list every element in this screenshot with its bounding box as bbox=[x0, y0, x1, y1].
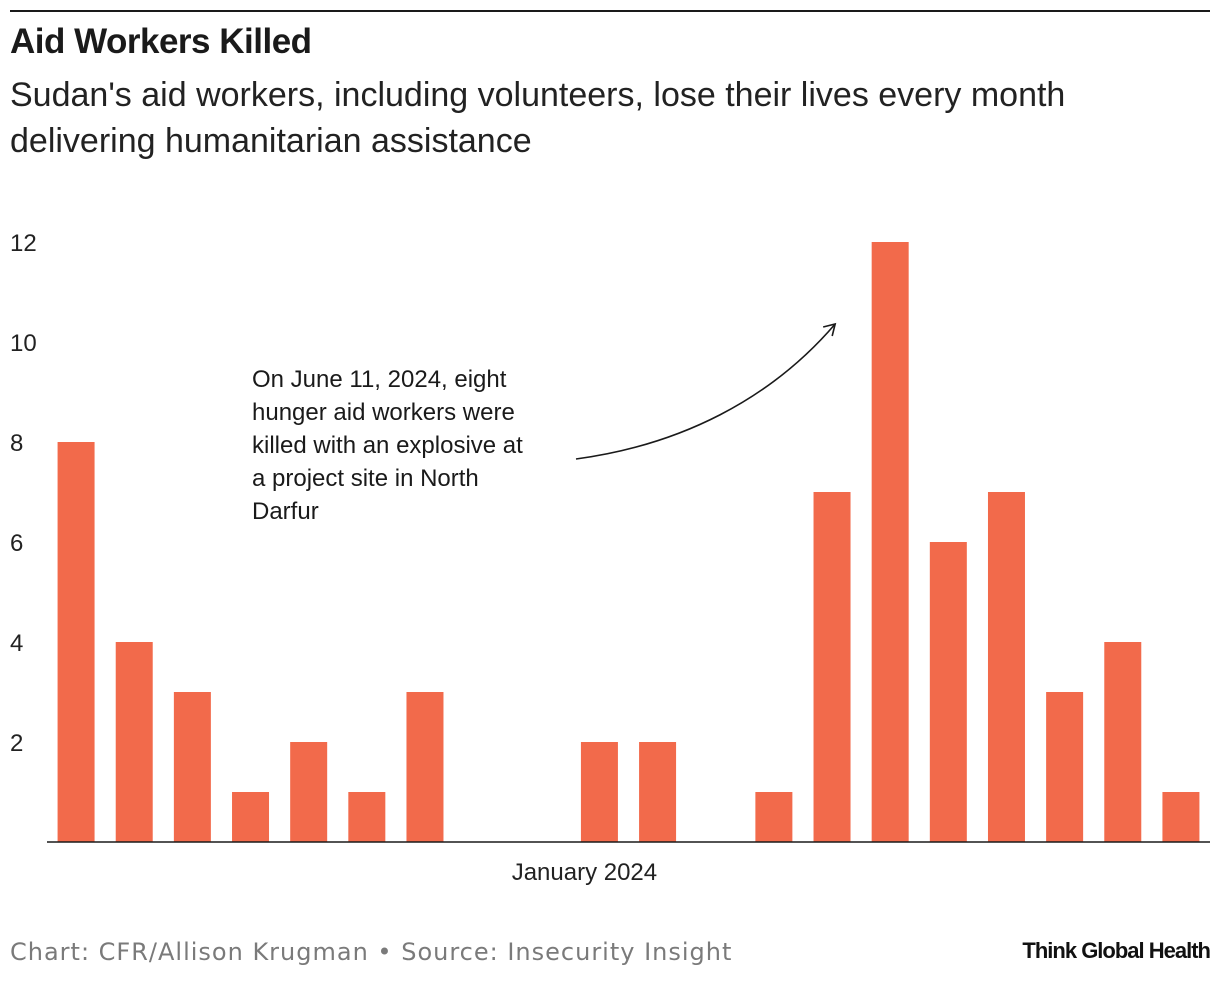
bar bbox=[813, 492, 851, 842]
bar bbox=[1162, 792, 1200, 842]
y-tick-label: 4 bbox=[10, 630, 23, 657]
x-tick-label: January 2024 bbox=[512, 859, 657, 886]
y-tick-label: 2 bbox=[10, 730, 23, 757]
bar bbox=[987, 492, 1025, 842]
chart-subtitle: Sudan's aid workers, including volunteer… bbox=[10, 76, 1066, 160]
annotation-text: killed with an explosive at bbox=[252, 432, 523, 459]
annotation-text: a project site in North bbox=[252, 465, 479, 492]
y-tick-label: 6 bbox=[10, 530, 23, 557]
bar bbox=[290, 742, 328, 842]
annotation-text: On June 11, 2024, eight bbox=[252, 366, 507, 393]
bar bbox=[1104, 642, 1142, 842]
bar bbox=[232, 792, 270, 842]
bar bbox=[173, 692, 211, 842]
bar bbox=[348, 792, 386, 842]
bar bbox=[755, 792, 793, 842]
bar bbox=[929, 542, 967, 842]
annotation-arrow bbox=[575, 323, 836, 460]
annotation-text: hunger aid workers were bbox=[252, 399, 515, 426]
footer-credit: Chart: CFR/Allison Krugman • Source: Ins… bbox=[10, 938, 733, 966]
chart-title: Aid Workers Killed bbox=[10, 22, 312, 61]
bar bbox=[871, 242, 909, 842]
top-rule bbox=[10, 10, 1210, 12]
bar bbox=[57, 442, 95, 842]
y-tick-label: 8 bbox=[10, 430, 23, 457]
brand-logo: Think Global Health bbox=[1022, 938, 1211, 963]
bar bbox=[639, 742, 677, 842]
bar bbox=[580, 742, 618, 842]
y-tick-label: 12 bbox=[10, 230, 37, 257]
annotation-text: Darfur bbox=[252, 498, 319, 525]
bar bbox=[406, 692, 444, 842]
annotation-arrowhead bbox=[822, 322, 837, 337]
y-tick-label: 10 bbox=[10, 330, 37, 357]
bar bbox=[1046, 692, 1084, 842]
bar bbox=[115, 642, 153, 842]
